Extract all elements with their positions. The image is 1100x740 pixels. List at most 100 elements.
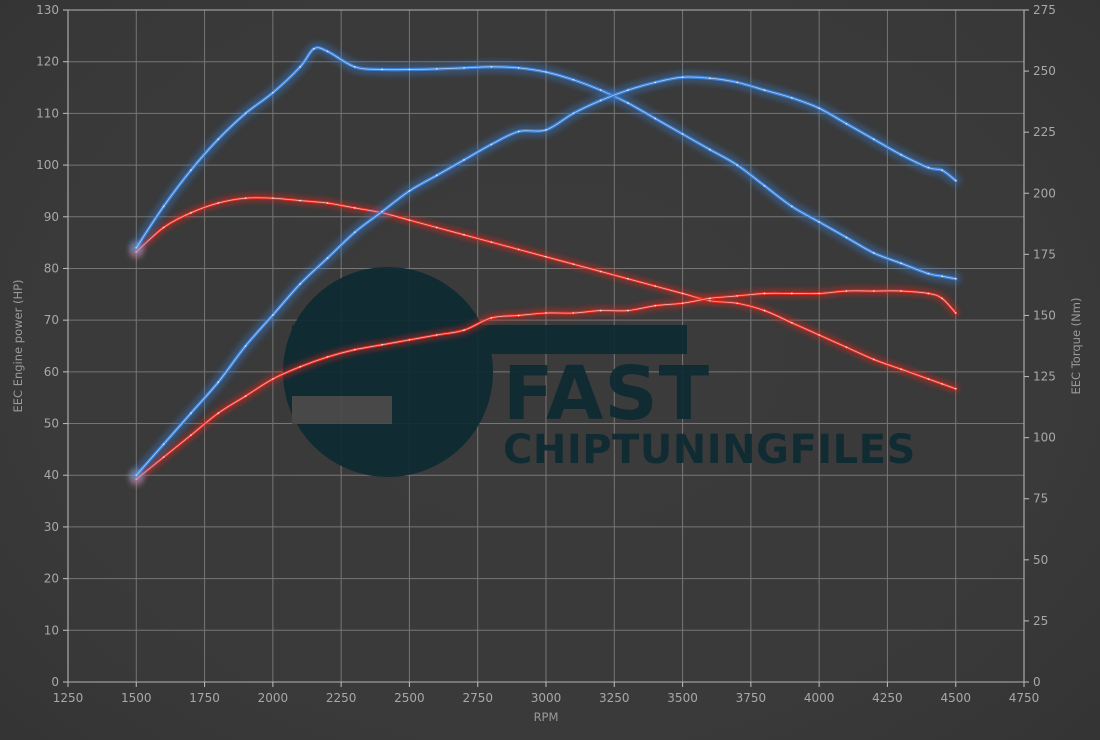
series-point: [190, 412, 192, 415]
series-point: [954, 312, 957, 314]
series-point: [244, 345, 247, 347]
series-point: [845, 122, 848, 125]
series-point: [517, 248, 520, 251]
y-tick-label: 70: [44, 313, 59, 327]
series-start-flare: [130, 241, 143, 254]
x-tick-label: 1250: [53, 691, 84, 705]
series-point: [381, 343, 384, 346]
y2-tick-label: 0: [1033, 675, 1041, 689]
series-point: [818, 107, 821, 110]
y-tick-label: 10: [44, 623, 59, 637]
series-point: [927, 378, 930, 380]
series-point: [217, 412, 220, 415]
series-point: [736, 302, 739, 305]
series-start-flare: [130, 469, 143, 482]
series-point: [545, 255, 547, 258]
watermark-circle-icon: [283, 267, 493, 477]
watermark-subtitle: CHIPTUNINGFILES: [503, 427, 916, 473]
series-point: [736, 295, 739, 297]
series-point: [818, 292, 821, 295]
y2-tick-label: 100: [1033, 431, 1056, 445]
x-tick-label: 1750: [189, 691, 220, 705]
series-point: [599, 99, 602, 102]
series-point: [326, 356, 329, 358]
series-point: [941, 275, 943, 278]
series-point: [818, 334, 821, 336]
series-point: [599, 309, 602, 312]
series-point: [408, 68, 411, 71]
x-tick-label: 4000: [804, 691, 835, 705]
series-point: [845, 290, 848, 292]
series-point: [490, 65, 493, 68]
series-point: [408, 190, 411, 192]
y2-tick-label: 50: [1033, 553, 1048, 567]
series-point: [299, 365, 302, 368]
series-point: [463, 159, 465, 161]
watermark-title: FAST: [503, 351, 710, 437]
series-point: [599, 89, 602, 92]
y2-tick-label: 225: [1033, 125, 1056, 139]
series-point: [217, 202, 220, 204]
series-point: [545, 312, 547, 314]
y-tick-label: 90: [44, 210, 59, 224]
series-point: [271, 91, 274, 94]
series-point: [381, 210, 384, 213]
series-point: [681, 133, 684, 135]
axis-ticks: 0 10 20 30 40 50 60 70 80 90 100 110 120 130 0 25 50 75 10…: [36, 3, 1056, 705]
series-point: [941, 382, 943, 385]
series-point: [490, 143, 493, 146]
series-point: [271, 197, 274, 200]
series-point: [900, 368, 902, 371]
series-point: [872, 290, 875, 292]
series-point: [927, 292, 930, 295]
series-point: [545, 129, 547, 131]
series-point: [408, 338, 411, 341]
series-point: [845, 236, 848, 239]
y-tick-label: 80: [44, 261, 59, 275]
series-highlight: [135, 290, 957, 480]
series-point: [299, 199, 302, 202]
series-point: [517, 66, 520, 69]
series-point: [435, 174, 438, 177]
y2-tick-label: 250: [1033, 64, 1056, 78]
series-point: [954, 179, 957, 182]
y-tick-label: 40: [44, 468, 59, 482]
series-point: [736, 81, 739, 84]
series-point: [790, 292, 793, 295]
series-point: [708, 148, 711, 151]
y2-tick-label: 150: [1033, 308, 1056, 322]
series-point: [490, 241, 493, 244]
series-point: [763, 292, 766, 295]
series-point: [681, 302, 684, 305]
series-point: [190, 169, 192, 172]
series-point: [435, 226, 438, 229]
axis-frame: [67, 9, 1025, 683]
series-point: [954, 387, 957, 390]
series-point: [217, 138, 220, 141]
series-point: [872, 252, 875, 254]
series-point: [872, 138, 875, 141]
series-point: [627, 309, 629, 312]
series-point: [763, 309, 766, 312]
series-point: [941, 169, 943, 172]
series-point: [654, 285, 657, 288]
y2-tick-label: 25: [1033, 614, 1048, 628]
series-point: [927, 272, 930, 275]
x-tick-label: 3500: [667, 691, 698, 705]
series-point: [244, 197, 247, 200]
x-tick-label: 4750: [1009, 691, 1040, 705]
series-highlight: [135, 76, 957, 476]
series-point: [654, 81, 657, 84]
x-tick-label: 4500: [940, 691, 971, 705]
series-point: [326, 50, 329, 53]
series-point: [572, 263, 575, 266]
series-point: [736, 164, 739, 166]
series-point: [572, 112, 575, 115]
series-point: [708, 297, 711, 300]
series-highlight: [135, 197, 957, 390]
y-axis-title: EEC Engine power (HP): [11, 279, 25, 412]
series-point: [312, 47, 315, 50]
series-point: [299, 283, 302, 285]
y2-tick-label: 275: [1033, 3, 1056, 17]
